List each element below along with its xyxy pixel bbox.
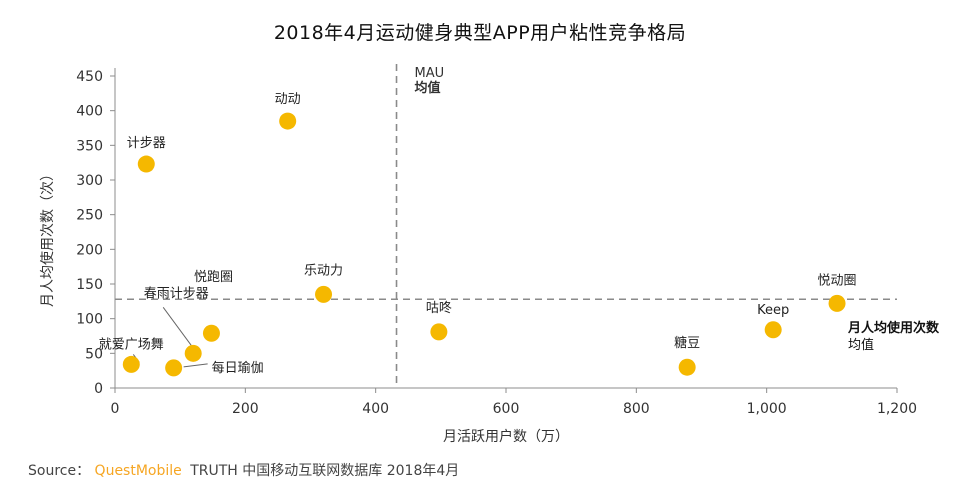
data-label: 悦动圈 — [818, 273, 857, 288]
x-tick-label: 800 — [623, 401, 650, 417]
usage-average-label: 月人均使用次数 — [847, 320, 940, 336]
y-tick-label: 300 — [76, 173, 103, 189]
data-point — [202, 324, 220, 342]
y-tick-label: 200 — [76, 242, 103, 258]
leader-line — [183, 363, 208, 368]
data-point — [137, 155, 155, 173]
data-label: 就爱广场舞 — [99, 337, 164, 352]
x-tick-label: 0 — [111, 401, 120, 417]
source-text: TRUTH 中国移动互联网数据库 2018年4月 — [190, 463, 460, 479]
data-label: 糖豆 — [674, 335, 700, 351]
source-label: Source： — [28, 463, 91, 479]
data-label: Keep — [757, 303, 789, 318]
data-point — [828, 294, 846, 312]
data-label: 乐动力 — [304, 263, 343, 278]
source-brand: QuestMobile — [94, 463, 182, 479]
mau-average-label: MAU — [415, 66, 445, 81]
data-label: 动动 — [275, 92, 301, 107]
x-tick-label: 1,000 — [747, 401, 787, 417]
x-tick-label: 200 — [232, 401, 259, 417]
data-point — [764, 321, 782, 339]
x-tick-label: 600 — [493, 401, 520, 417]
data-point — [184, 344, 202, 362]
y-axis-label: 月人均使用次数（次） — [39, 167, 56, 307]
data-point — [279, 112, 297, 130]
y-tick-label: 50 — [85, 346, 103, 362]
leader-line — [162, 307, 192, 346]
data-point — [430, 323, 448, 341]
y-tick-label: 0 — [94, 381, 103, 397]
data-point — [165, 359, 183, 377]
data-label: 悦跑圈 — [194, 270, 233, 285]
data-label: 计步器 — [127, 136, 166, 151]
x-tick-label: 400 — [362, 401, 389, 417]
x-tick-label: 1,200 — [877, 401, 917, 417]
y-tick-label: 350 — [76, 138, 103, 154]
usage-average-label: 均值 — [848, 337, 874, 353]
data-point — [315, 285, 333, 303]
source-note: Source： QuestMobile TRUTH 中国移动互联网数据库 201… — [28, 460, 459, 480]
chart-title: 2018年4月运动健身典型APP用户粘性竞争格局 — [273, 22, 687, 44]
leader-line — [171, 307, 208, 327]
y-tick-label: 150 — [76, 277, 103, 293]
y-tick-label: 250 — [76, 208, 103, 224]
x-axis-label: 月活跃用户数（万） — [443, 428, 569, 445]
data-point — [122, 355, 140, 373]
y-tick-label: 450 — [76, 69, 103, 85]
data-label: 春雨计步器 — [144, 286, 209, 301]
y-tick-label: 400 — [76, 104, 103, 120]
data-point — [678, 358, 696, 376]
data-label: 每日瑜伽 — [212, 360, 264, 376]
y-tick-label: 100 — [76, 312, 103, 328]
data-label: 咕咚 — [426, 300, 452, 316]
mau-average-label: 均值 — [415, 80, 441, 96]
